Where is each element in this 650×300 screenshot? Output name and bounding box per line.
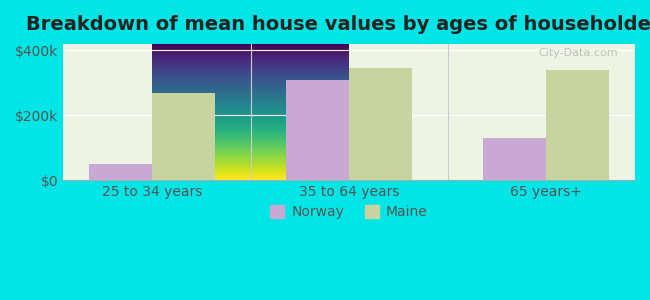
Bar — [286, 80, 349, 180]
Text: City-Data.com: City-Data.com — [538, 48, 618, 58]
Bar — [152, 93, 215, 180]
Title: Breakdown of mean house values by ages of householders: Breakdown of mean house values by ages o… — [26, 15, 650, 34]
Bar — [349, 68, 412, 180]
Legend: Norway, Maine: Norway, Maine — [265, 200, 433, 225]
Bar — [546, 70, 609, 180]
Bar — [483, 138, 546, 180]
Bar — [89, 164, 152, 180]
